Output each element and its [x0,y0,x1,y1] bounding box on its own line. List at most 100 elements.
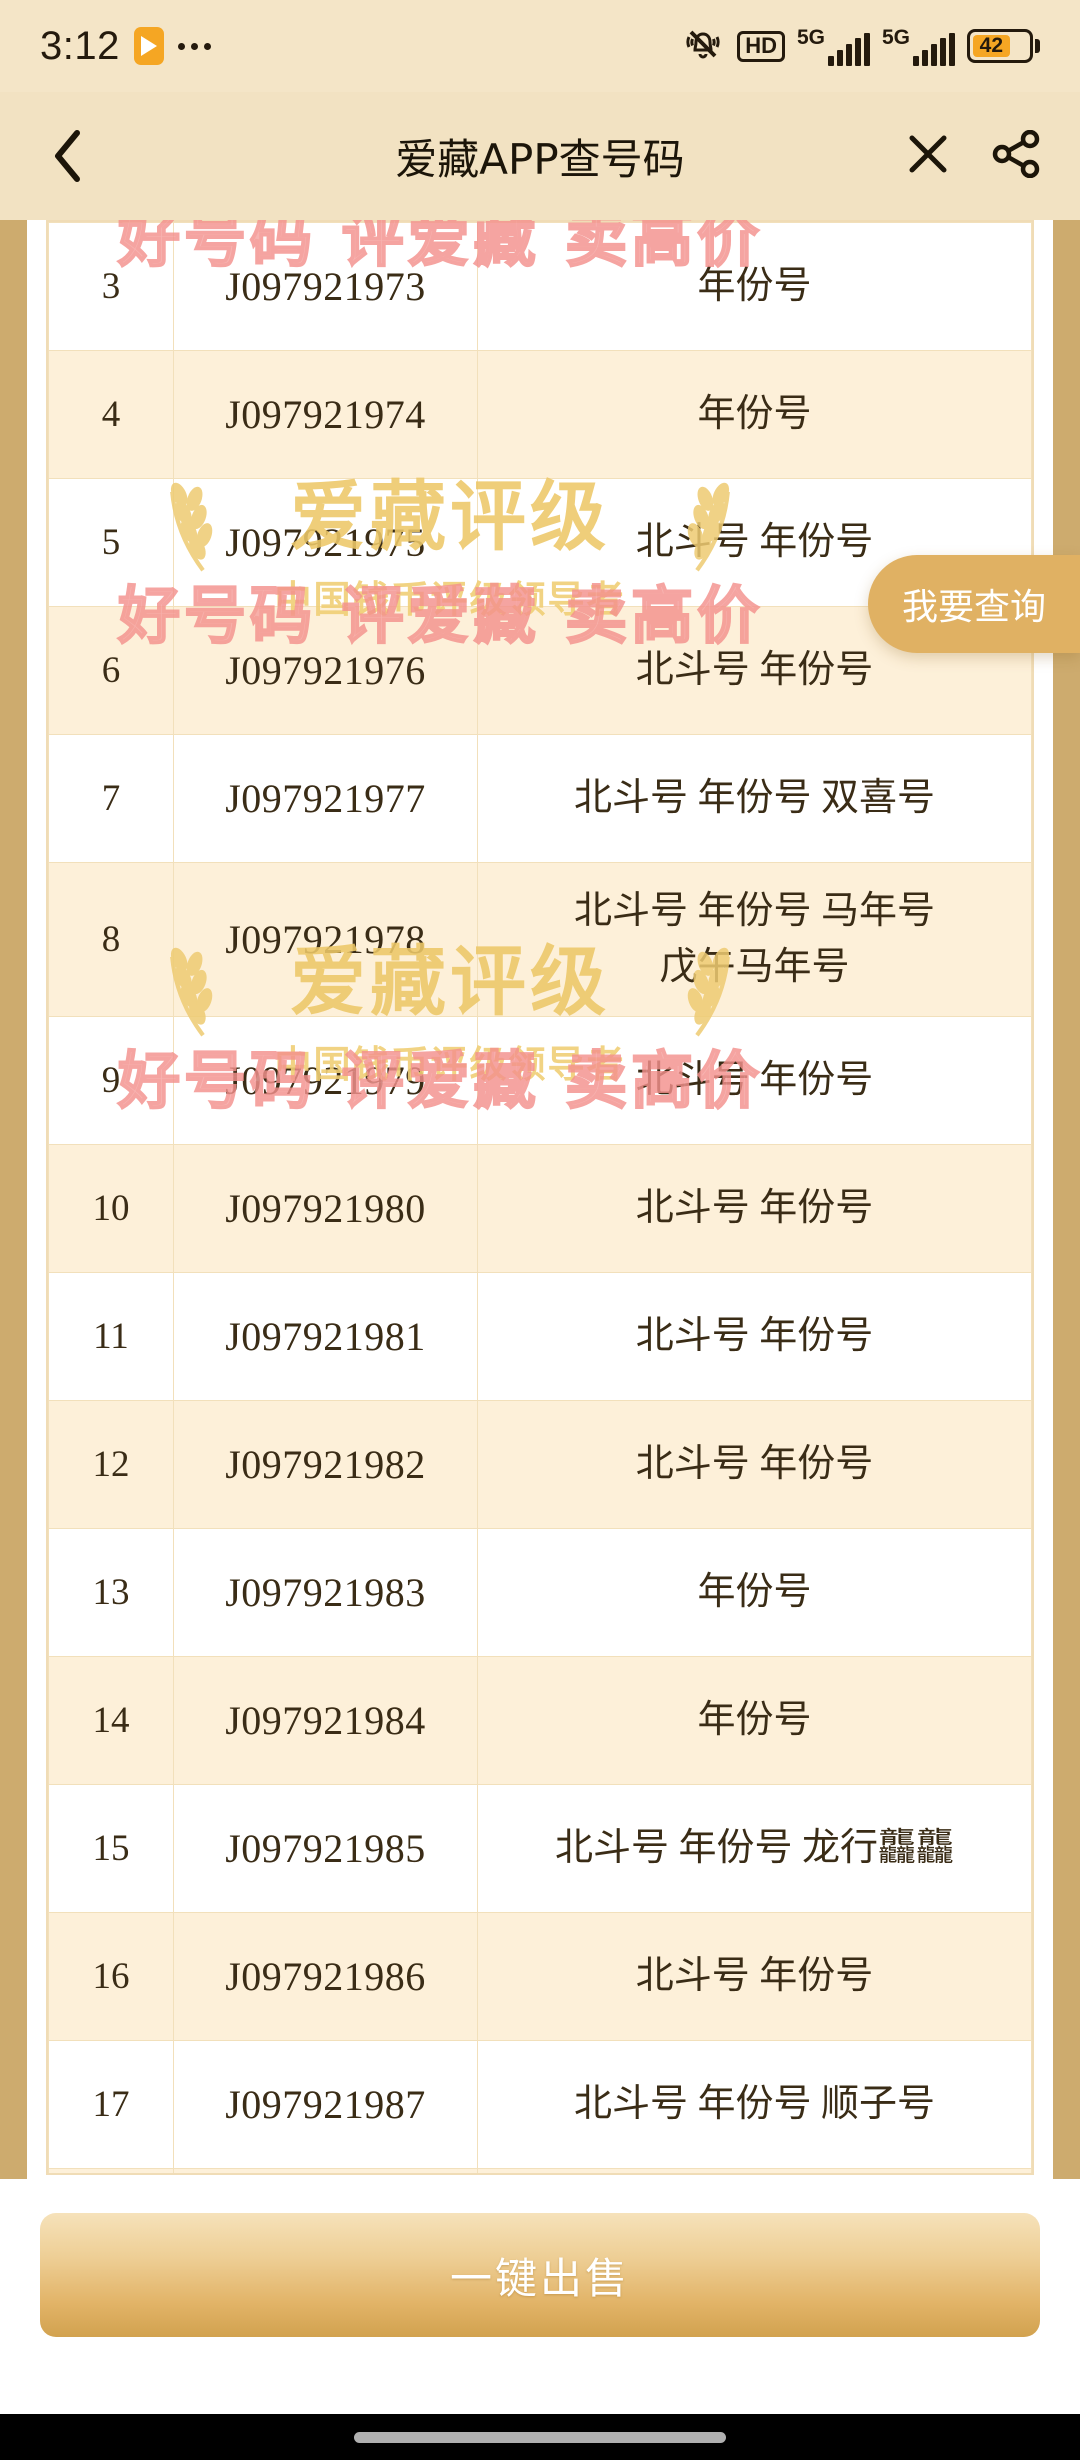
row-index-cell: 8 [48,862,174,1017]
table-row[interactable]: 13 J097921983 年份号 [48,1528,1032,1657]
query-button[interactable]: 我要查询 [868,555,1080,653]
row-index-cell: 6 [48,606,174,735]
table-row[interactable]: 9 J097921979 北斗号 年份号 [48,1016,1032,1145]
cta-container: 一键出售 [0,2190,1080,2360]
query-button-label: 我要查询 [901,587,1046,628]
table-row[interactable]: 11 J097921981 北斗号 年份号 [48,1272,1032,1401]
row-index-cell: 13 [48,1528,174,1657]
close-button[interactable] [904,130,952,183]
row-serial-number-cell: J097921981 [173,1272,478,1401]
row-tag-line: 北斗号 年份号 龙行龘龘 [554,1826,954,1869]
sell-all-label: 一键出售 [449,2253,630,2303]
row-serial-number-cell: J097921984 [173,1656,478,1785]
row-tag-line: 北斗号 年份号 [635,1954,874,1997]
status-bar-right: HD 5G 5G 42 [681,24,1040,69]
row-index-cell: 16 [48,1912,174,2041]
table-row[interactable]: 4 J097921974 年份号 [48,350,1032,479]
row-tags-cell: 北斗号 年份号 [477,1272,1032,1401]
status-bar: 3:12 HD 5G [0,0,1080,92]
row-index-cell: 14 [48,1656,174,1785]
table-row[interactable]: 3 J097921973 年份号 [48,222,1032,351]
table-row[interactable]: 8 J097921978 北斗号 年份号 马年号 戊午马年号 [48,862,1032,1017]
row-tags-cell: 北斗号 年份号 [477,1144,1032,1273]
row-tags-cell: 年份号 [477,350,1032,479]
row-index-cell: 10 [48,1144,174,1273]
row-tags-cell: 北斗号 年份号 [477,478,1032,607]
row-tags-cell: 北斗号 年份号 双喜号 [477,734,1032,863]
bell-mute-icon [681,24,725,69]
row-serial-number-cell: J097921979 [173,1016,478,1145]
row-index-cell: 9 [48,1016,174,1145]
row-tag-line: 年份号 [697,264,812,307]
signal-bars-1-icon [827,32,870,66]
row-serial-number-cell: J097921983 [173,1528,478,1657]
row-tag-line: 北斗号 年份号 [635,1186,874,1229]
row-tag-line: 北斗号 年份号 [635,520,874,563]
page-edge-left [0,220,27,2179]
row-tag-line: 北斗号 年份号 顺子号 [573,2082,935,2125]
number-table: 3 J097921973 年份号 4 J097921974 年份号 5 J097921975 北… [48,222,1032,2173]
status-time: 3:12 [40,23,120,68]
signal-2-group: 5G [882,27,955,66]
row-tags-cell: 北斗号 年份号 发发号双喜号 [477,2168,1032,2173]
table-row[interactable]: 5 J097921975 北斗号 年份号 [48,478,1032,607]
row-index-cell: 4 [48,350,174,479]
row-tag-line: 戊午马年号 [659,945,850,988]
row-tag-line: 北斗号 年份号 [635,1442,874,1485]
share-icon [992,129,1040,178]
row-tags-cell: 北斗号 年份号 顺子号 [477,2040,1032,2169]
row-tag-line: 北斗号 年份号 [635,1058,874,1101]
table-row[interactable]: 17 J097921987 北斗号 年份号 顺子号 [48,2040,1032,2169]
row-tags-cell: 北斗号 年份号 [477,1400,1032,1529]
row-tags-cell: 年份号 [477,1528,1032,1657]
row-tag-line: 北斗号 年份号 马年号 [573,890,935,933]
signal-1-group: 5G [797,27,870,66]
row-serial-number-cell: J097921980 [173,1144,478,1273]
row-serial-number-cell: J097921976 [173,606,478,735]
back-button[interactable] [38,126,98,186]
content-area: 3 J097921973 年份号 4 J097921974 年份号 5 J097921975 北… [0,220,1080,2360]
share-button[interactable] [992,129,1042,183]
row-tags-cell: 年份号 [477,222,1032,351]
row-tag-line: 年份号 [697,392,812,435]
row-serial-number-cell: J097921986 [173,1912,478,2041]
row-tag-line: 北斗号 年份号 [635,1314,874,1357]
table-row[interactable]: 18J097921988北斗号 年份号 发发号双喜号 [48,2168,1032,2173]
row-serial-number-cell: J097921974 [173,350,478,479]
row-serial-number-cell: J097921988 [173,2168,478,2173]
table-row[interactable]: 15 J097921985 北斗号 年份号 龙行龘龘 [48,1784,1032,1913]
signal-bars-2-icon [913,32,955,66]
table-row[interactable]: 12 J097921982 北斗号 年份号 [48,1400,1032,1529]
table-row[interactable]: 16 J097921986 北斗号 年份号 [48,1912,1032,2041]
network-type-1-label: 5G [796,25,825,49]
row-serial-number-cell: J097921975 [173,478,478,607]
sell-all-button[interactable]: 一键出售 [40,2213,1040,2337]
row-tag-line: 年份号 [697,1698,812,1741]
row-index-cell: 7 [48,734,174,863]
row-index-cell: 12 [48,1400,174,1529]
close-icon [909,135,947,172]
title-bar-actions [904,129,1042,183]
row-tags-cell: 北斗号 年份号 龙行龘龘 [477,1784,1032,1913]
number-list-card: 3 J097921973 年份号 4 J097921974 年份号 5 J097921975 北… [46,220,1034,2175]
hd-voice-icon: HD [737,30,785,62]
row-serial-number-cell: J097921978 [173,862,478,1017]
row-serial-number-cell: J097921977 [173,734,478,863]
table-row[interactable]: 7 J097921977 北斗号 年份号 双喜号 [48,734,1032,863]
row-serial-number-cell: J097921985 [173,1784,478,1913]
status-bar-left: 3:12 [40,24,211,69]
title-bar: 爱藏APP查号码 [0,92,1080,220]
row-serial-number-cell: J097921973 [173,222,478,351]
row-tag-line: 北斗号 年份号 [635,648,874,691]
row-index-cell: 5 [48,478,174,607]
table-row[interactable]: 14 J097921984 年份号 [48,1656,1032,1785]
chevron-left-icon [55,130,80,182]
row-index-cell: 3 [48,222,174,351]
row-serial-number-cell: J097921987 [173,2040,478,2169]
table-row[interactable]: 10 J097921980 北斗号 年份号 [48,1144,1032,1273]
number-table-body: 3 J097921973 年份号 4 J097921974 年份号 5 J097921975 北… [48,222,1032,2173]
row-serial-number-cell: J097921982 [173,1400,478,1529]
system-nav-bar [0,2414,1080,2460]
home-indicator[interactable] [354,2431,726,2443]
